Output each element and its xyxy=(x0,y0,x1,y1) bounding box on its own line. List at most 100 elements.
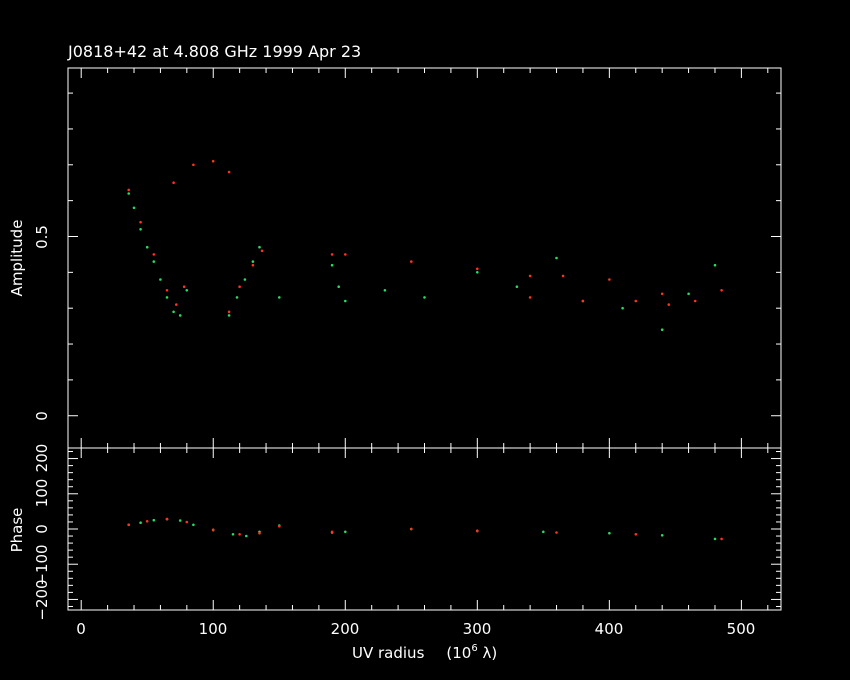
phase-data-point xyxy=(713,537,717,541)
x-axis-label-main: UV radius xyxy=(352,644,425,662)
amplitude-data-point xyxy=(515,285,519,289)
amplitude-data-point xyxy=(337,285,341,289)
phase-model-point xyxy=(238,533,241,536)
amplitude-model-point xyxy=(528,274,532,278)
phase-model-point xyxy=(330,530,334,534)
phase-data-point xyxy=(231,533,235,536)
amplitude-data-point xyxy=(278,296,281,299)
axis-ticks xyxy=(68,68,781,610)
amplitude-model-point xyxy=(127,188,130,192)
amplitude-model-point xyxy=(693,299,697,303)
x-tick-label-200: 200 xyxy=(331,620,360,638)
amplitude-data-point xyxy=(178,314,182,317)
phase-model-point xyxy=(720,537,723,541)
amplitude-model-point xyxy=(227,170,231,174)
amplitude-data-point xyxy=(152,260,156,263)
amplitude-data-point xyxy=(713,263,717,267)
phase-data-point xyxy=(178,519,182,522)
phase-model-point xyxy=(211,528,215,531)
phase-tick-label-neg200: −200 xyxy=(33,579,51,620)
amplitude-model-point xyxy=(152,253,156,256)
amplitude-model-point xyxy=(260,249,264,253)
phase-model-point xyxy=(555,531,558,534)
amplitude-data-point xyxy=(235,296,239,299)
x-axis-label: UV radius (106 λ) xyxy=(352,643,497,662)
data-points xyxy=(127,159,723,541)
phase-axis-label: Phase xyxy=(8,508,26,553)
amplitude-model-point xyxy=(528,296,532,299)
phase-tick-label-100: 100 xyxy=(33,479,51,508)
phase-model-point xyxy=(145,520,149,523)
amplitude-tick-label-0: 0 xyxy=(33,411,51,421)
amplitude-model-point xyxy=(660,292,664,296)
amplitude-model-point xyxy=(182,285,186,289)
x-tick-label-0: 0 xyxy=(76,620,86,638)
phase-data-point xyxy=(660,534,664,537)
amplitude-data-point xyxy=(344,299,347,303)
phase-data-point xyxy=(139,521,142,524)
amplitude-data-point xyxy=(139,228,142,231)
amplitude-model-point xyxy=(192,163,195,167)
x-tick-label-300: 300 xyxy=(463,620,492,638)
phase-data-point xyxy=(608,531,611,535)
amplitude-data-point xyxy=(555,256,558,260)
amplitude-data-point xyxy=(330,263,334,267)
amplitude-data-point xyxy=(165,296,169,299)
x-axis-label-symbol: λ) xyxy=(478,644,498,662)
phase-model-point xyxy=(165,517,169,521)
amplitude-data-point xyxy=(476,271,479,274)
amplitude-data-point xyxy=(243,278,247,281)
amplitude-tick-label-0-5: 0.5 xyxy=(33,225,51,249)
amplitude-data-point xyxy=(145,245,149,249)
phase-model-point xyxy=(185,520,189,524)
amplitude-data-point xyxy=(423,296,426,299)
x-tick-label-400: 400 xyxy=(595,620,624,638)
amplitude-axis-label: Amplitude xyxy=(8,220,26,297)
amplitude-data-point xyxy=(687,292,690,296)
amplitude-model-point xyxy=(238,285,241,289)
x-tick-label-500: 500 xyxy=(727,620,756,638)
amplitude-model-point xyxy=(476,267,479,271)
phase-data-point xyxy=(152,518,156,522)
phase-data-point xyxy=(192,523,195,527)
phase-model-point xyxy=(410,527,413,531)
amplitude-model-point xyxy=(330,253,334,256)
amplitude-model-point xyxy=(344,253,347,256)
amplitude-model-point xyxy=(561,274,565,278)
amplitude-model-point xyxy=(211,159,215,163)
x-axis-label-exponent: 6 xyxy=(471,643,477,654)
x-tick-label-100: 100 xyxy=(199,620,228,638)
amplitude-model-point xyxy=(410,260,413,263)
phase-tick-label-0: 0 xyxy=(33,524,51,534)
amplitude-model-point xyxy=(720,289,723,292)
amplitude-data-point xyxy=(621,306,624,310)
amplitude-model-point xyxy=(175,303,178,306)
amplitude-model-point xyxy=(608,278,611,281)
amplitude-data-point xyxy=(185,289,189,292)
amplitude-data-point xyxy=(127,192,130,195)
amplitude-model-point xyxy=(667,303,671,306)
phase-data-point xyxy=(344,530,347,534)
amplitude-data-point xyxy=(172,310,175,314)
phase-model-point xyxy=(634,533,638,536)
amplitude-data-point xyxy=(383,289,387,292)
phase-model-point xyxy=(476,529,479,533)
x-axis-label-units: (10 xyxy=(446,644,471,662)
phase-tick-label-neg100: −100 xyxy=(33,544,51,585)
amplitude-data-point xyxy=(660,328,664,332)
amplitude-data-point xyxy=(227,314,231,317)
amplitude-data-point xyxy=(258,245,261,249)
amplitude-data-point xyxy=(132,206,136,210)
amplitude-model-point xyxy=(139,220,142,224)
phase-data-point xyxy=(245,534,248,538)
amplitude-model-point xyxy=(634,299,638,303)
amplitude-model-point xyxy=(165,289,169,292)
phase-model-point xyxy=(127,523,130,527)
amplitude-model-point xyxy=(251,263,255,267)
plot-title: J0818+42 at 4.808 GHz 1999 Apr 23 xyxy=(67,42,361,61)
phase-model-point xyxy=(258,531,261,535)
amplitude-model-point xyxy=(581,299,585,303)
phase-tick-label-200: 200 xyxy=(33,444,51,473)
